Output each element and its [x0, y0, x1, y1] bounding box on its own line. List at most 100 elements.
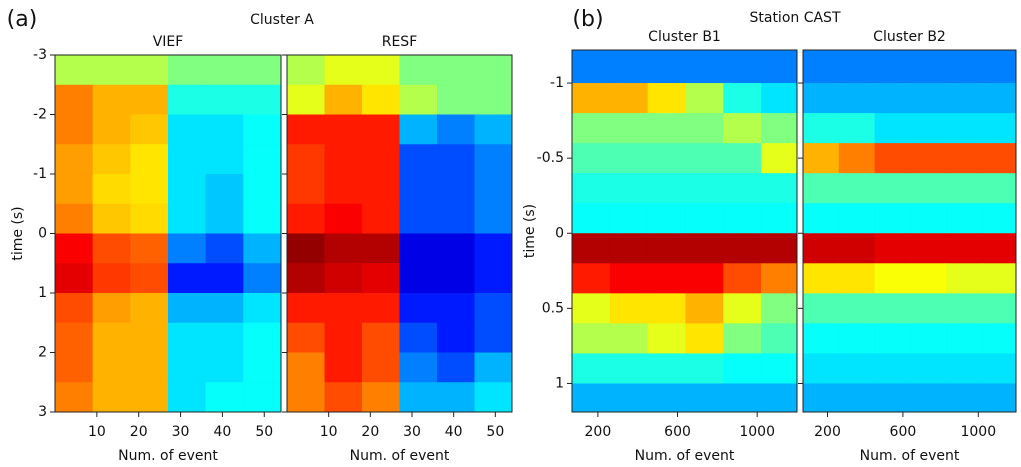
heatmap-cell	[647, 83, 686, 114]
heatmap-cell	[324, 293, 363, 324]
heatmap-cell	[287, 55, 325, 86]
heatmap-cell	[437, 114, 475, 145]
heatmap-cell	[723, 203, 762, 234]
heatmap-cell	[399, 55, 438, 86]
heatmap-cell	[92, 382, 131, 413]
heatmap-cell	[647, 263, 686, 294]
heatmap-cell	[803, 263, 840, 294]
heatmap-cell	[474, 174, 513, 205]
heatmap-cell	[55, 263, 94, 294]
heatmap-cell	[399, 233, 438, 264]
y-tick-label: 2	[38, 345, 47, 361]
heatmap-cell	[609, 173, 649, 204]
heatmap-cell	[243, 55, 282, 86]
heatmap-cell	[55, 55, 94, 86]
heatmap-cell	[572, 323, 611, 354]
heatmap-cell	[362, 55, 400, 86]
heatmap-cell	[55, 84, 94, 115]
heatmap-cell	[982, 233, 1017, 264]
heatmap-cell	[572, 83, 611, 114]
heatmap-cell	[761, 113, 798, 144]
x-axis-label: Num. of event	[635, 448, 735, 464]
heatmap-cell	[399, 263, 438, 294]
heatmap-cell	[362, 144, 400, 175]
heatmap-cell	[243, 203, 282, 234]
heatmap-cell	[946, 173, 983, 204]
heatmap-cell	[474, 203, 513, 234]
heatmap-cell	[874, 113, 911, 144]
heatmap-cell	[243, 114, 282, 145]
heatmap-cell	[474, 322, 513, 353]
heatmap-cell	[838, 263, 876, 294]
x-tick-label: 40	[445, 424, 463, 440]
heatmap-cell	[609, 50, 649, 84]
panel-label: (b)	[572, 7, 603, 32]
heatmap-cell	[324, 263, 363, 294]
heatmap-cell	[647, 383, 686, 413]
heatmap-cell	[685, 83, 724, 114]
y-tick-label: -2	[33, 107, 47, 123]
heatmap-cell	[55, 203, 94, 234]
heatmap-cell	[838, 353, 876, 384]
heatmap-cell	[130, 263, 169, 294]
heatmap-cell	[92, 144, 131, 175]
y-tick-label: -3	[33, 47, 47, 63]
heatmap-cell	[685, 143, 724, 174]
heatmap-cell	[685, 353, 724, 384]
heatmap-cell	[723, 173, 762, 204]
heatmap-cell	[399, 322, 438, 353]
heatmap-cell	[723, 83, 762, 114]
heatmap-cell	[910, 83, 947, 114]
heatmap-cell	[572, 50, 611, 84]
heatmap-cell	[92, 352, 131, 383]
heatmap-cell	[572, 233, 611, 264]
heatmap-cell	[205, 144, 244, 175]
heatmap-cell	[324, 114, 363, 145]
heatmap-cell	[243, 84, 282, 115]
heatmap-cell	[647, 353, 686, 384]
heatmap-cell	[362, 203, 400, 234]
heatmap-cell	[982, 113, 1017, 144]
heatmap-cell	[685, 233, 724, 264]
heatmap-cell	[437, 352, 475, 383]
heatmap-cell	[168, 382, 207, 413]
heatmap-cell	[803, 50, 840, 84]
heatmap-cell	[803, 323, 840, 354]
heatmap-cell	[243, 293, 282, 324]
heatmap-cell	[243, 144, 282, 175]
heatmap-cell	[55, 114, 94, 145]
x-tick-label: 10	[320, 424, 338, 440]
heatmap-cell	[205, 114, 244, 145]
heatmap-cell	[685, 203, 724, 234]
heatmap-cell	[572, 203, 611, 234]
heatmap-cell	[474, 263, 513, 294]
heatmap-cell	[474, 84, 513, 115]
heatmap-cell	[874, 173, 911, 204]
heatmap-cell	[287, 84, 325, 115]
heatmap-cell	[205, 382, 244, 413]
x-tick-label: 50	[486, 424, 504, 440]
panel-label: (a)	[7, 7, 38, 32]
heatmap-cell	[647, 233, 686, 264]
heatmap-cell	[685, 263, 724, 294]
heatmap-cell	[399, 293, 438, 324]
heatmap-cell	[685, 383, 724, 413]
panel-title: Cluster B1	[648, 29, 721, 45]
heatmap-cell	[437, 203, 475, 234]
x-tick-label: 50	[255, 424, 273, 440]
y-axis-label: time (s)	[10, 206, 26, 260]
y-tick-label: 3	[38, 404, 47, 420]
heatmap-cell	[874, 203, 911, 234]
heatmap-cell	[838, 233, 876, 264]
heatmap-cell	[910, 113, 947, 144]
heatmap-cell	[647, 143, 686, 174]
heatmap-cell	[287, 233, 325, 264]
heatmap-cell	[647, 293, 686, 324]
heatmap-cell	[399, 84, 438, 115]
heatmap-cell	[946, 233, 983, 264]
heatmap-cell	[572, 353, 611, 384]
heatmap-cell	[205, 174, 244, 205]
heatmap-cell	[982, 323, 1017, 354]
heatmap-cell	[803, 383, 840, 413]
heatmap-cell	[609, 143, 649, 174]
